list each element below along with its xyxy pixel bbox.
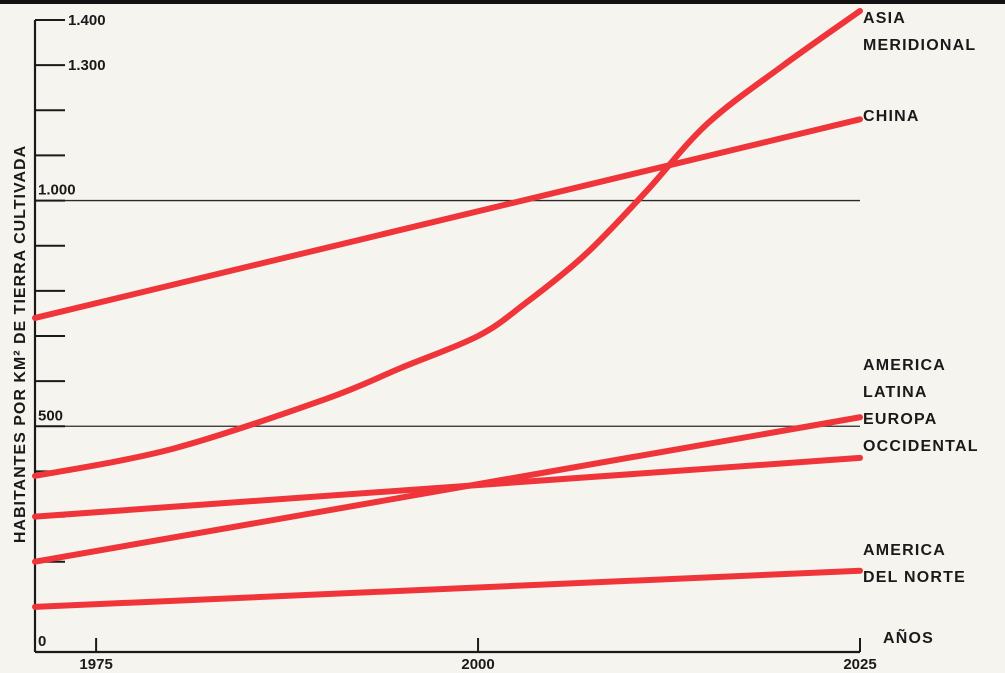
x-tick-label-2000: 2000 <box>461 656 494 673</box>
series-label-asia-meridional-line-2: MERIDIONAL <box>863 37 976 54</box>
y-tick-label-500: 500 <box>38 407 63 424</box>
series-label-america-latina-line-1: AMERICA <box>863 357 946 374</box>
x-tick-label-1975: 1975 <box>79 656 112 673</box>
series-label-asia-meridional-line-1: ASIA <box>863 10 906 27</box>
series-label-europa-occidental-line-2: OCCIDENTAL <box>863 438 979 455</box>
x-axis-title: AÑOS <box>883 627 934 647</box>
series-label-america-latina-line-2: LATINA <box>863 384 928 401</box>
series-line-america-del-norte <box>32 567 863 610</box>
y-axis-title: HABITANTES POR KM² DE TIERRA CULTIVADA <box>12 145 29 543</box>
series-line-europa-occidental <box>32 454 863 520</box>
series-label-europa-occidental-line-1: EUROPA <box>863 411 937 428</box>
top-border <box>0 0 1005 4</box>
series-line-asia-meridional <box>32 7 863 479</box>
y-tick-label-1300: 1.300 <box>68 57 106 74</box>
y-tick-label-1000: 1.000 <box>38 182 76 199</box>
x-tick-label-2025: 2025 <box>843 656 876 673</box>
series-line-china <box>32 116 863 321</box>
y-tick-label-0: 0 <box>38 633 46 650</box>
axes: 0 500 1.000 1.300 1.400 1975 2000 2025 <box>33 12 877 673</box>
reference-lines <box>35 199 860 427</box>
labels: AÑOS HABITANTES POR KM² DE TIERRA CULTIVA… <box>12 10 979 647</box>
y-tick-label-1400: 1.400 <box>68 12 106 29</box>
series-lines <box>32 7 863 610</box>
series-label-china-line-1: CHINA <box>863 108 920 125</box>
series-label-america-del-norte-line-2: DEL NORTE <box>863 569 966 586</box>
series-label-america-del-norte-line-1: AMERICA <box>863 542 946 559</box>
